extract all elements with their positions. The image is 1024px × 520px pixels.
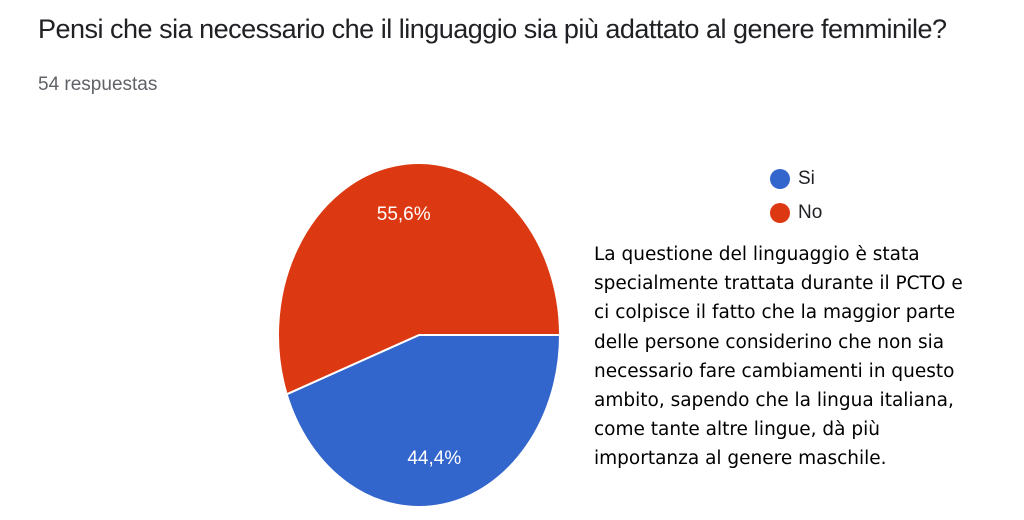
response-count: 54 respuestas bbox=[38, 74, 158, 95]
slice-label-si: 44,4% bbox=[407, 448, 461, 469]
pie-slice-si bbox=[285, 334, 562, 508]
legend-item-no: No bbox=[770, 196, 822, 230]
slice-label-no: 55,6% bbox=[377, 204, 431, 225]
pie-slice-no bbox=[277, 162, 562, 396]
question-title: Pensi che sia necessario che il linguagg… bbox=[38, 14, 947, 44]
legend-swatch-si bbox=[770, 169, 790, 189]
legend-swatch-no bbox=[770, 203, 790, 223]
legend-label-si: Si bbox=[798, 168, 815, 189]
commentary-text: La questione del linguaggio è stata spec… bbox=[594, 244, 963, 470]
chart-legend: Si No bbox=[770, 162, 822, 230]
legend-item-si: Si bbox=[770, 162, 822, 196]
legend-label-no: No bbox=[798, 202, 823, 223]
